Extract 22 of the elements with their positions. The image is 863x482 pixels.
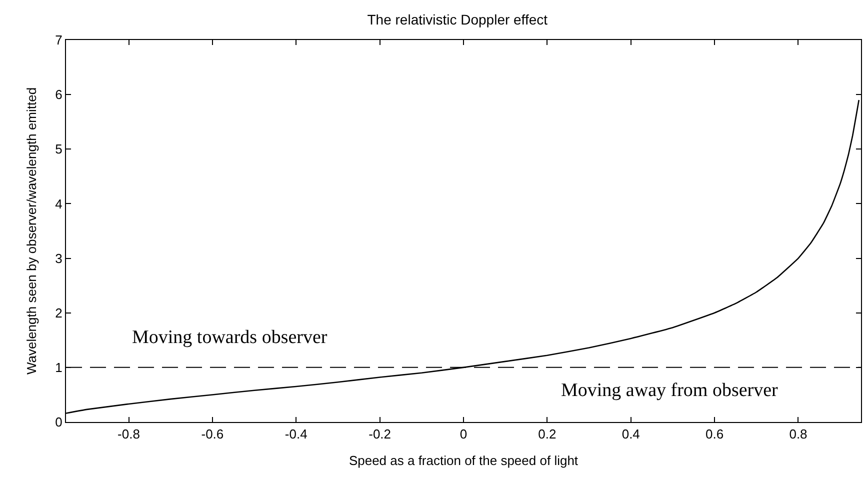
y-tick-label: 3 bbox=[55, 250, 62, 266]
annotation: Moving away from observer bbox=[561, 380, 779, 401]
y-tick-label: 0 bbox=[55, 414, 62, 430]
y-tick-label: 7 bbox=[55, 32, 62, 48]
y-tick-label: 1 bbox=[55, 360, 62, 375]
chart-title: The relativistic Doppler effect bbox=[367, 11, 548, 28]
y-tick-label: 6 bbox=[55, 87, 62, 102]
x-axis-title: Speed as a fraction of the speed of light bbox=[348, 453, 578, 468]
x-tick-label: 0.2 bbox=[538, 426, 556, 442]
y-tick-label: 2 bbox=[55, 305, 62, 320]
x-tick-label: -0.6 bbox=[201, 426, 224, 442]
y-tick-label: 5 bbox=[55, 142, 62, 157]
y-axis-title: Wavelength seen by observer/wavelength emitted bbox=[24, 87, 40, 375]
x-tick-label: -0.2 bbox=[368, 426, 392, 442]
annotation: Moving towards observer bbox=[132, 327, 328, 348]
x-tick-label: -0.8 bbox=[118, 426, 140, 442]
x-tick-label: 0.6 bbox=[706, 426, 724, 442]
x-tick-label: 0.4 bbox=[622, 426, 640, 442]
x-tick-label: 0.8 bbox=[789, 426, 808, 442]
x-tick-label: 0 bbox=[460, 426, 468, 442]
x-tick-label: -0.4 bbox=[284, 426, 308, 442]
y-tick-label: 4 bbox=[55, 196, 62, 212]
